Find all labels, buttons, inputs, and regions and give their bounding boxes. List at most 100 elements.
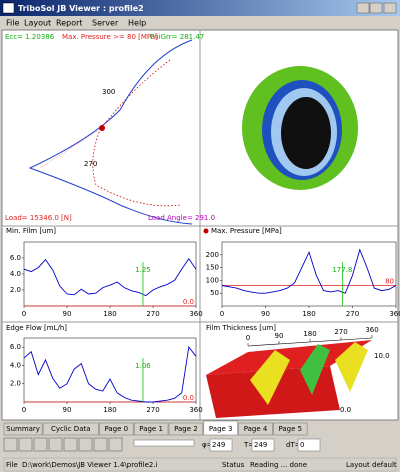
menu-item: Help	[128, 19, 146, 28]
tab-label: Page 2	[174, 425, 198, 433]
playback-button[interactable]	[93, 437, 108, 452]
x-tick-label: 180	[303, 330, 316, 338]
x-tick-label: 90	[63, 406, 72, 414]
tab[interactable]	[42, 422, 99, 436]
input-box[interactable]	[251, 438, 275, 452]
tab[interactable]	[3, 422, 43, 436]
surface	[206, 340, 372, 375]
x-tick-label: 180	[103, 406, 116, 414]
z-label: 0.0	[340, 406, 351, 414]
x-tick-label: 360	[189, 406, 202, 414]
input-value: 249	[254, 441, 267, 449]
tab[interactable]	[133, 422, 169, 436]
tab[interactable]	[99, 422, 134, 436]
data-line	[23, 346, 197, 403]
chart-title: Edge Flow [mL/h]	[6, 324, 67, 332]
cursor-label: 1.25	[135, 266, 151, 274]
load-angle-label: Load Angle= 291.0	[148, 214, 215, 222]
x-tick-label: 360	[365, 326, 378, 334]
reference-label: 0.0	[183, 298, 194, 306]
y-tick-label: 4.0	[10, 270, 21, 278]
tab-label: Page 0	[104, 425, 128, 433]
load-line	[39, 127, 103, 169]
tab-label: Cyclic Data	[51, 425, 91, 433]
input-box[interactable]	[209, 438, 233, 452]
input-box[interactable]	[297, 438, 321, 452]
playback-button[interactable]	[48, 437, 63, 452]
menu-item: Layout	[24, 19, 51, 28]
tab-label: Page 4	[244, 425, 268, 433]
y-tick-label: 6.0	[10, 254, 21, 262]
y-tick-label: 150	[206, 264, 219, 272]
playback-button[interactable]	[3, 437, 18, 452]
tab-label: Page 3	[209, 425, 233, 433]
chart-title: Max. Pressure [MPa]	[211, 227, 282, 235]
surface-band	[335, 342, 368, 392]
playback-button[interactable]	[108, 437, 123, 452]
status-text: D:\work\Demos\JB Viewer 1.4\profile2.i	[22, 461, 158, 469]
tab[interactable]	[203, 420, 238, 436]
y-tick-label: 200	[206, 251, 219, 259]
x-tick-label: 360	[389, 310, 400, 318]
tab[interactable]	[238, 422, 273, 436]
x-tick-label: 90	[275, 332, 284, 340]
cursor-label: 1.06	[135, 362, 151, 370]
menu-item: Report	[56, 19, 83, 28]
minimize-button[interactable]	[356, 2, 370, 14]
playback-button[interactable]	[63, 437, 78, 452]
chart-title: Film Thickness [um]	[206, 324, 276, 332]
x-tick-label: 0	[246, 334, 250, 342]
status-text: Status	[222, 461, 245, 469]
reference-label: 80	[385, 278, 394, 286]
status-text: default	[372, 461, 397, 469]
status-text: Reading ... done	[250, 461, 307, 469]
chart-title: Min. Film [um]	[6, 227, 56, 235]
y-tick-label: 2.0	[10, 380, 21, 388]
maximize-button[interactable]	[369, 2, 383, 14]
load-label: Load= 15346.0 [N]	[5, 214, 72, 222]
data-line	[23, 258, 197, 297]
ecc-label: Ecc= 1.20386	[5, 33, 55, 41]
playback-button[interactable]	[78, 437, 93, 452]
x-tick-label: 90	[261, 310, 270, 318]
status-bar	[3, 457, 397, 472]
reference-label: 0.0	[183, 394, 194, 402]
x-tick-label: 360	[189, 310, 202, 318]
close-button[interactable]	[383, 2, 397, 14]
x-tick-label: 180	[302, 310, 315, 318]
x-tick-label: 0	[22, 406, 26, 414]
title-bar	[0, 0, 400, 16]
data-line	[221, 248, 397, 294]
menu-item: Server	[92, 19, 119, 28]
surface-band	[300, 344, 330, 395]
x-tick-label: 0	[22, 310, 26, 318]
angle-label: 270	[84, 160, 97, 168]
y-tick-label: 4.0	[10, 361, 21, 369]
control-label: T=	[243, 441, 254, 449]
x-tick-label: 90	[63, 310, 72, 318]
tab[interactable]	[168, 422, 204, 436]
tab-label: Page 1	[139, 425, 163, 433]
x-tick-label: 270	[146, 406, 159, 414]
bearing-bore	[281, 97, 331, 169]
playback-button[interactable]	[18, 437, 33, 452]
control-label: φ=	[202, 441, 213, 449]
surface-band	[250, 350, 290, 405]
playback-button[interactable]	[33, 437, 48, 452]
legend-dot	[203, 228, 209, 234]
max-pressure-label: Max. Pressure >= 80 [MPa]	[62, 33, 158, 41]
tab[interactable]	[273, 422, 308, 436]
profile-curve	[28, 39, 193, 225]
cursor-label: 177.8	[332, 266, 352, 274]
center-point	[99, 125, 105, 131]
y-tick-label: 6.0	[10, 343, 21, 351]
input-value: 0	[300, 441, 304, 449]
time-slider[interactable]	[133, 439, 195, 447]
app-icon	[2, 2, 15, 14]
x-tick-label: 270	[334, 328, 347, 336]
y-tick-label: 2.0	[10, 286, 21, 294]
x-tick-label: 0	[220, 310, 224, 318]
input-value: 249	[212, 441, 225, 449]
control-label: dT=	[286, 441, 301, 449]
